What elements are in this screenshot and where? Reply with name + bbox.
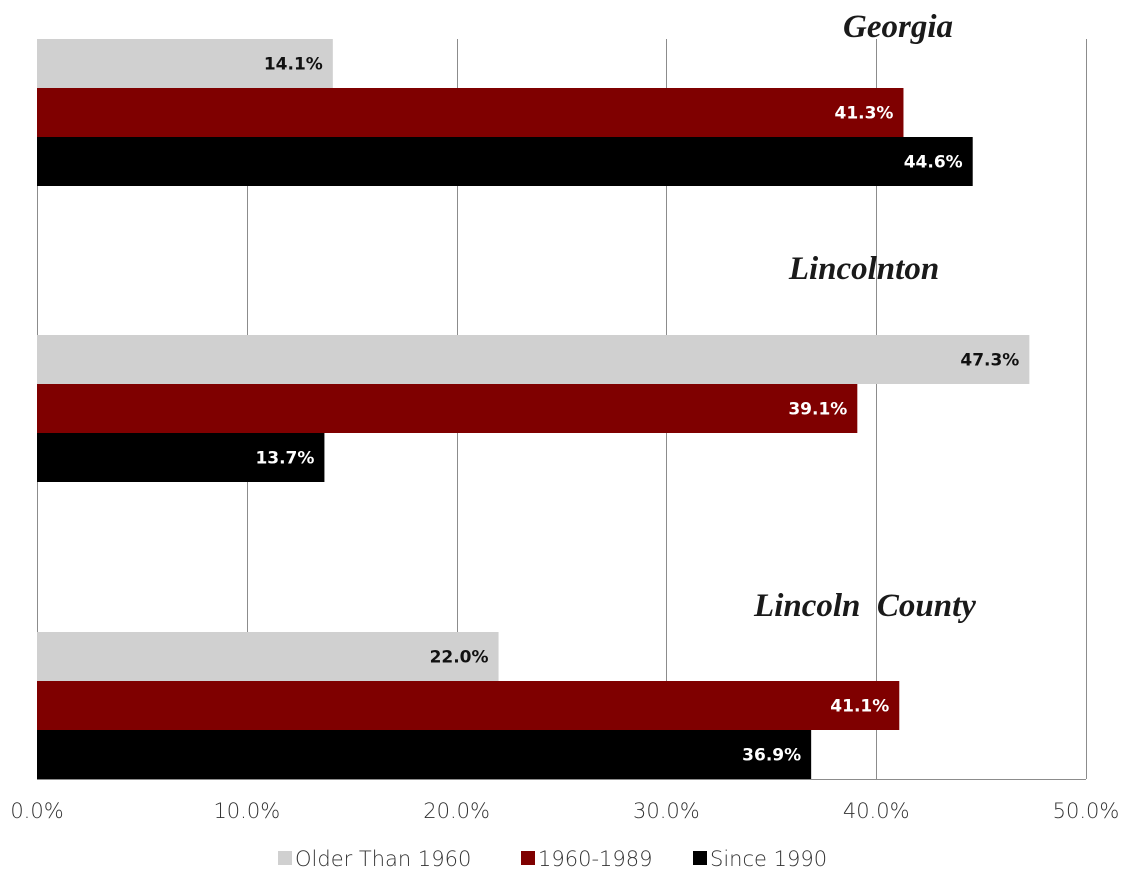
bars [37,39,1030,779]
legend-label: 1960-1989 [538,847,652,871]
x-tick-label: 40.0% [843,799,910,823]
data-label: 47.3% [960,351,1019,371]
legend: Older Than 1960 1960-1989 Since 1990 [278,847,827,871]
data-label: 14.1% [264,55,323,75]
x-tick-label: 20.0% [423,799,490,823]
bar [37,384,858,433]
x-tick-label: 30.0% [633,799,700,823]
x-tick-label: 0.0% [10,799,63,823]
bar [37,335,1030,384]
group-label-2: Lincoln County [753,588,976,624]
group-labels: Georgia Lincolnton Lincoln County [753,9,976,624]
bar [37,730,812,779]
bar [37,681,900,730]
bar [37,433,325,482]
data-label: 41.3% [834,104,893,124]
legend-swatch [693,851,707,865]
bar [37,137,973,186]
data-label: 36.9% [742,746,801,766]
legend-label: Since 1990 [710,847,827,871]
bar [37,632,499,681]
data-labels: 14.1% 41.3% 44.6% 47.3% 39.1% 13.7% 22.0% 41.1%… [255,55,1019,766]
group-label-0: Georgia [843,9,953,45]
data-label: 41.1% [830,697,889,717]
x-axis-tick-labels: 0.0% 10.0% 20.0% 30.0% 40.0% 50.0% [10,799,1119,823]
bar [37,39,333,88]
legend-label: Older Than 1960 [295,847,471,871]
data-label: 39.1% [788,400,847,420]
legend-swatch [521,851,535,865]
data-label: 13.7% [255,449,314,469]
legend-swatch [278,851,292,865]
x-tick-label: 10.0% [213,799,280,823]
bar [37,88,904,137]
x-tick-label: 50.0% [1053,799,1120,823]
data-label: 22.0% [430,648,489,668]
group-label-1: Lincolnton [788,251,939,287]
data-label: 44.6% [904,153,963,173]
